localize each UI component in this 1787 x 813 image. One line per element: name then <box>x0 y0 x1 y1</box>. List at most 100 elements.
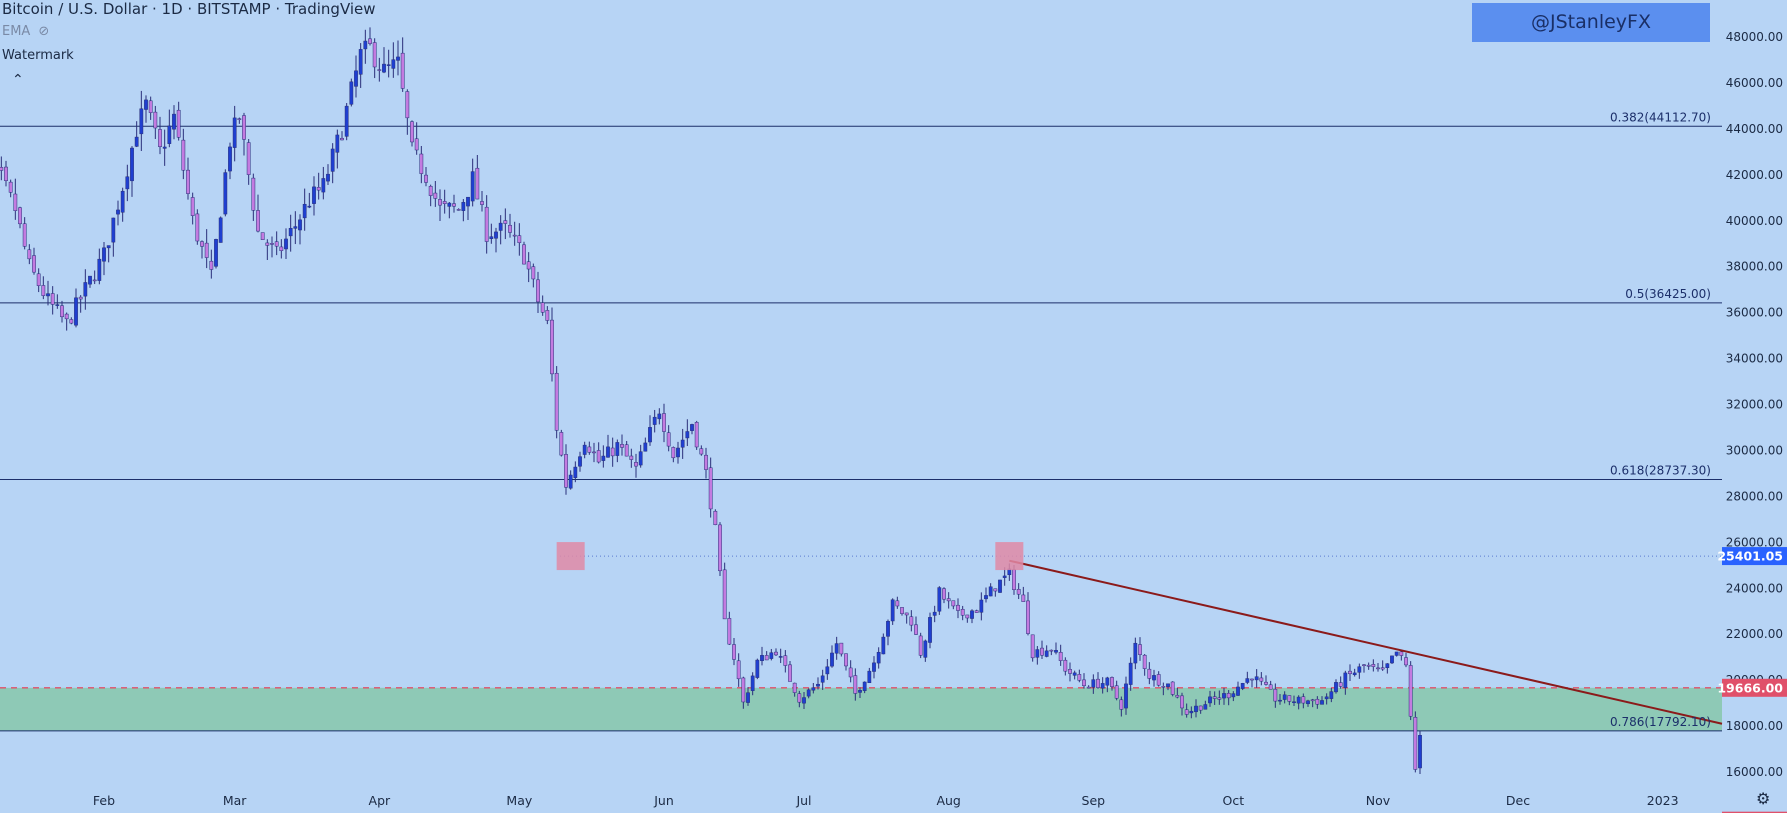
candle-up <box>321 178 326 193</box>
candle-down <box>456 209 461 211</box>
candle-up <box>937 587 942 612</box>
candle-up <box>1189 710 1194 714</box>
candle-down <box>736 660 741 680</box>
candle-down <box>4 166 8 181</box>
candle-up <box>1236 686 1240 696</box>
candle-down <box>1348 670 1352 675</box>
marker-box <box>995 542 1024 571</box>
candle-down <box>1142 654 1147 669</box>
candle-up <box>858 690 862 693</box>
candle-up <box>298 219 302 231</box>
candle-down <box>1315 698 1320 705</box>
candle-up <box>601 455 606 461</box>
candle-down <box>265 242 270 246</box>
candle-down <box>1110 677 1114 687</box>
candle-down <box>410 121 414 143</box>
candle-up <box>288 227 293 237</box>
candle-down <box>433 192 438 199</box>
candle-down <box>78 296 83 300</box>
candle-down <box>1371 664 1376 667</box>
candle-up <box>811 687 816 691</box>
candles <box>0 27 1422 774</box>
candle-down <box>503 220 508 224</box>
candle-down <box>848 667 853 678</box>
candle-up <box>489 236 494 239</box>
candle-down <box>237 118 242 120</box>
candle-up <box>55 304 60 306</box>
candle-up <box>396 56 400 61</box>
candle-down <box>946 598 951 602</box>
candle-up <box>1100 683 1105 689</box>
y-tick-label: 46000.00 <box>1726 76 1783 90</box>
candle-up <box>932 611 937 616</box>
candle-up <box>1044 650 1049 657</box>
y-tick-label: 26000.00 <box>1726 535 1783 549</box>
candle-up <box>1208 696 1212 704</box>
horizontal-levels <box>0 125 1722 732</box>
candle-up <box>568 474 573 489</box>
candle-down <box>732 644 736 660</box>
candle-up <box>223 172 228 215</box>
candle-up <box>1254 676 1259 681</box>
candle-down <box>620 444 624 448</box>
candle-down <box>1287 695 1292 702</box>
author-handle-badge: @JStanleyFX <box>1472 3 1710 42</box>
candle-down <box>428 185 433 196</box>
candle-down <box>1058 652 1063 661</box>
candle-down <box>914 624 918 635</box>
candle-up <box>1002 575 1007 578</box>
candle-down <box>713 510 718 526</box>
candle-down <box>774 651 778 656</box>
candle-up <box>746 692 750 703</box>
candle-down <box>274 241 279 247</box>
candle-up <box>1245 678 1250 683</box>
candle-down <box>1161 686 1166 688</box>
y-tick-label: 16000.00 <box>1726 765 1783 779</box>
candle-down <box>587 446 592 453</box>
candle-down <box>974 610 979 613</box>
settings-gear-icon[interactable]: ⚙ <box>1756 789 1771 808</box>
candle-up <box>1091 679 1096 688</box>
candle-down <box>839 642 844 655</box>
support-zone-band <box>0 687 1722 731</box>
candle-up <box>1385 663 1390 668</box>
candle-up <box>690 424 694 431</box>
candle-down <box>1096 678 1100 688</box>
candle-down <box>1301 696 1306 704</box>
candle-up <box>1343 672 1348 688</box>
candle-up <box>214 239 218 267</box>
candle-down <box>414 138 419 151</box>
candle-down <box>1408 665 1413 717</box>
candle-down <box>592 451 596 454</box>
candle-up <box>167 125 172 144</box>
x-tick-label: Oct <box>1223 793 1245 808</box>
eye-hidden-icon[interactable]: ⊘ <box>38 24 50 39</box>
candle-up <box>1152 675 1156 681</box>
y-tick-label: 38000.00 <box>1726 260 1783 274</box>
candle-down <box>186 169 190 194</box>
fib-level-label: 0.786(17792.10) <box>1610 715 1711 729</box>
y-tick-label: 36000.00 <box>1726 306 1783 320</box>
y-tick-label: 40000.00 <box>1726 214 1783 228</box>
candle-down <box>1380 667 1385 670</box>
candle-up <box>1320 700 1324 705</box>
candle-up <box>816 683 820 687</box>
candle-up <box>134 136 139 147</box>
candle-up <box>830 652 834 667</box>
collapse-caret-icon[interactable]: ⌃ <box>12 72 24 88</box>
watermark-indicator-label[interactable]: Watermark <box>2 48 74 63</box>
candle-down <box>727 618 732 645</box>
candle-down <box>540 302 545 313</box>
candle-down <box>1138 644 1142 655</box>
candle-up <box>172 113 176 130</box>
candle-down <box>536 279 540 303</box>
candle-down <box>512 234 517 237</box>
candle-down <box>699 448 704 455</box>
candle-up <box>1203 704 1208 710</box>
candle-down <box>610 447 615 457</box>
ema-indicator-label[interactable]: EMA ⊘ <box>2 24 49 39</box>
candle-down <box>522 244 526 265</box>
candle-up <box>447 202 452 207</box>
candle-up <box>802 697 806 704</box>
